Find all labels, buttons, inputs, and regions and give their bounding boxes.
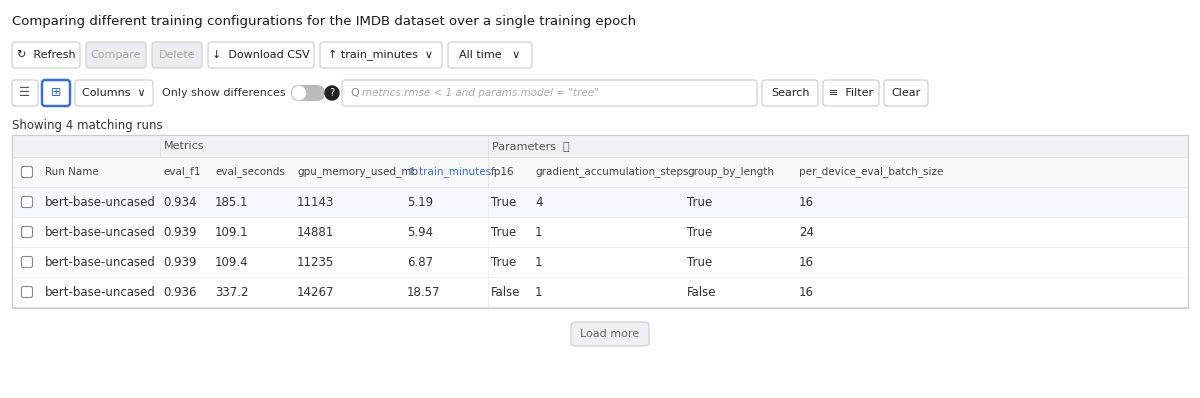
Text: Compare: Compare: [91, 50, 142, 60]
Circle shape: [293, 86, 306, 100]
Bar: [12, 217, 1188, 247]
Text: Showing 4 matching runs: Showing 4 matching runs: [12, 119, 163, 131]
Text: 16: 16: [799, 195, 814, 209]
Text: Comparing different training configurations for the IMDB dataset over a single t: Comparing different training configurati…: [12, 14, 636, 27]
Text: Load more: Load more: [581, 329, 640, 339]
Bar: [12, 307, 1188, 308]
Text: fp16: fp16: [491, 167, 515, 177]
Text: ↻  Refresh: ↻ Refresh: [17, 50, 76, 60]
Text: 16: 16: [799, 256, 814, 269]
Text: Clear: Clear: [892, 88, 920, 98]
FancyBboxPatch shape: [762, 80, 818, 106]
Text: True: True: [491, 226, 516, 238]
FancyBboxPatch shape: [342, 80, 757, 106]
Text: eval_f1: eval_f1: [163, 166, 200, 178]
Text: ≡  Filter: ≡ Filter: [829, 88, 874, 98]
Text: True: True: [686, 195, 713, 209]
Text: Delete: Delete: [158, 50, 196, 60]
Text: 1: 1: [535, 256, 542, 269]
Text: 5.19: 5.19: [407, 195, 433, 209]
Bar: [12, 277, 1188, 307]
Text: 14267: 14267: [298, 285, 335, 298]
Text: 1: 1: [535, 285, 542, 298]
Bar: [12, 247, 1188, 277]
Text: True: True: [686, 256, 713, 269]
FancyBboxPatch shape: [42, 80, 70, 106]
FancyBboxPatch shape: [208, 42, 314, 68]
Text: False: False: [686, 285, 716, 298]
Text: 4: 4: [535, 195, 542, 209]
Text: 0.934: 0.934: [163, 195, 197, 209]
Text: 1: 1: [535, 226, 542, 238]
FancyBboxPatch shape: [448, 42, 532, 68]
Text: per_device_eval_batch_size: per_device_eval_batch_size: [799, 166, 943, 178]
Text: 11235: 11235: [298, 256, 335, 269]
Bar: [12, 187, 1188, 217]
Text: ⊞: ⊞: [50, 86, 61, 100]
Text: ↑ train_minutes  ∨: ↑ train_minutes ∨: [329, 49, 433, 60]
Text: 0.939: 0.939: [163, 226, 197, 238]
Text: 14881: 14881: [298, 226, 335, 238]
Circle shape: [325, 86, 340, 100]
Text: ↑ train_minutes: ↑ train_minutes: [407, 166, 491, 178]
FancyBboxPatch shape: [22, 256, 32, 267]
Text: group_by_length: group_by_length: [686, 166, 774, 178]
FancyBboxPatch shape: [884, 80, 928, 106]
Text: ↓  Download CSV: ↓ Download CSV: [212, 50, 310, 60]
Text: 337.2: 337.2: [215, 285, 248, 298]
Text: bert-base-uncased: bert-base-uncased: [46, 195, 156, 209]
Text: gpu_memory_used_mb: gpu_memory_used_mb: [298, 166, 418, 178]
Text: True: True: [686, 226, 713, 238]
Text: 0.936: 0.936: [163, 285, 197, 298]
Text: True: True: [491, 256, 516, 269]
Text: Metrics: Metrics: [164, 141, 204, 151]
Text: Run Name: Run Name: [46, 167, 98, 177]
Text: bert-base-uncased: bert-base-uncased: [46, 285, 156, 298]
Text: Columns  ∨: Columns ∨: [82, 88, 146, 98]
Bar: [12, 157, 1188, 187]
Text: 0.939: 0.939: [163, 256, 197, 269]
FancyBboxPatch shape: [12, 42, 80, 68]
Text: Parameters  〈: Parameters 〈: [492, 141, 570, 151]
Bar: [12, 135, 160, 157]
Text: bert-base-uncased: bert-base-uncased: [46, 256, 156, 269]
FancyBboxPatch shape: [22, 226, 32, 238]
Text: 6.87: 6.87: [407, 256, 433, 269]
FancyBboxPatch shape: [22, 287, 32, 297]
Text: 109.1: 109.1: [215, 226, 248, 238]
Text: ?: ?: [330, 88, 335, 98]
Text: All time   ∨: All time ∨: [460, 50, 521, 60]
Text: 109.4: 109.4: [215, 256, 248, 269]
FancyBboxPatch shape: [292, 85, 325, 101]
Text: Q: Q: [350, 88, 359, 98]
FancyBboxPatch shape: [320, 42, 442, 68]
Text: True: True: [491, 195, 516, 209]
Text: 185.1: 185.1: [215, 195, 248, 209]
Text: bert-base-uncased: bert-base-uncased: [46, 226, 156, 238]
Text: Search: Search: [770, 88, 809, 98]
Text: 5.94: 5.94: [407, 226, 433, 238]
Text: eval_seconds: eval_seconds: [215, 166, 284, 178]
Text: 11143: 11143: [298, 195, 335, 209]
Text: ☰: ☰: [19, 86, 31, 100]
FancyBboxPatch shape: [74, 80, 154, 106]
FancyBboxPatch shape: [12, 80, 38, 106]
FancyBboxPatch shape: [823, 80, 878, 106]
Text: 18.57: 18.57: [407, 285, 440, 298]
Bar: [12, 135, 1188, 308]
Text: False: False: [491, 285, 521, 298]
FancyBboxPatch shape: [22, 197, 32, 207]
Text: gradient_accumulation_steps: gradient_accumulation_steps: [535, 166, 689, 178]
FancyBboxPatch shape: [571, 322, 649, 346]
Text: 24: 24: [799, 226, 814, 238]
Text: Only show differences: Only show differences: [162, 88, 286, 98]
Bar: [12, 135, 1188, 157]
Text: metrics.rmse < 1 and params.model = "tree": metrics.rmse < 1 and params.model = "tre…: [362, 88, 599, 98]
FancyBboxPatch shape: [152, 42, 202, 68]
FancyBboxPatch shape: [22, 166, 32, 178]
Text: 16: 16: [799, 285, 814, 298]
FancyBboxPatch shape: [86, 42, 146, 68]
